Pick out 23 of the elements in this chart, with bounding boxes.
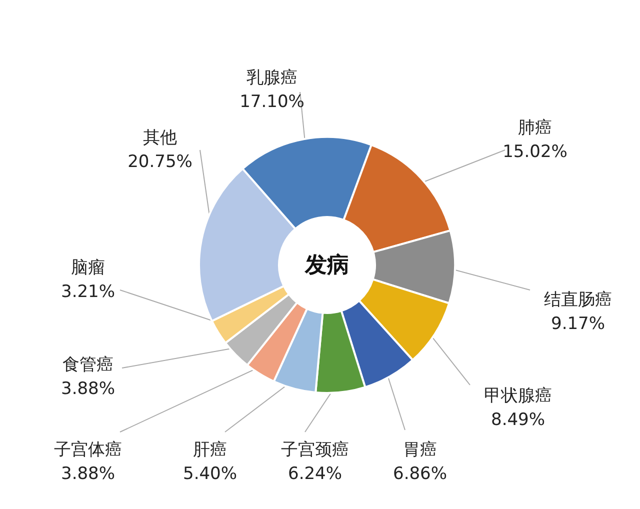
data-label: 3.88% xyxy=(60,379,116,399)
data-label: 20.75% xyxy=(128,152,192,172)
data-label: 6.24% xyxy=(288,464,342,484)
slice-label: 子宫体癌 xyxy=(54,440,122,460)
slice-label: 脑瘤 xyxy=(71,258,105,278)
data-label: 3.21% xyxy=(60,282,116,302)
data-label: 9.17% xyxy=(550,314,606,334)
data-label: 17.10% xyxy=(240,92,304,112)
slice-label: 胃癌 xyxy=(403,440,437,460)
data-label: 8.49% xyxy=(490,410,546,430)
slice-label: 结直肠癌 xyxy=(544,290,612,310)
slice-label: 食管癌 xyxy=(62,355,114,375)
data-label: 6.86% xyxy=(392,464,448,484)
slice-label: 子宫颈癌 xyxy=(281,440,349,460)
slice-label: 肺癌 xyxy=(518,118,552,138)
slice-label: 其他 xyxy=(143,128,177,148)
data-label: 3.88% xyxy=(60,464,116,484)
data-label: 15.02% xyxy=(502,142,568,162)
text: 发病 xyxy=(304,252,349,278)
slice-label: 乳腺癌 xyxy=(246,68,298,88)
slice-label: 肝癌 xyxy=(193,440,227,460)
data-label: 5.40% xyxy=(182,464,238,484)
slice-label: 甲状腺癌 xyxy=(484,386,552,406)
